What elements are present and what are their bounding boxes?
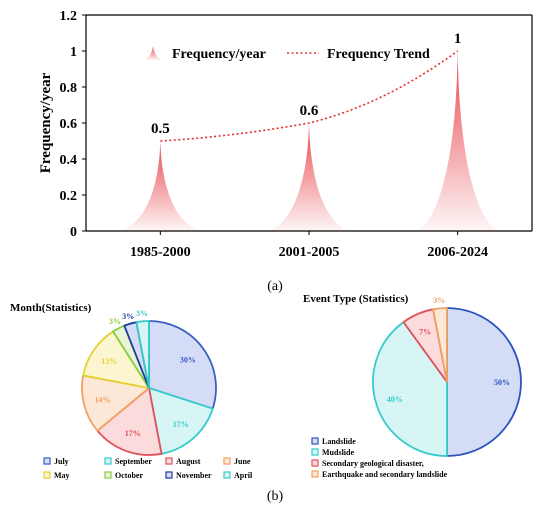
legend-label: September [115, 457, 152, 466]
pie-slice-label: 17% [125, 429, 141, 438]
legend-swatch [104, 457, 112, 465]
frequency-peak [268, 123, 350, 231]
data-label: 0.5 [151, 121, 170, 137]
month-legend: July September August June May October Novembe… [43, 457, 253, 480]
y-tick-label: 0.2 [60, 189, 78, 204]
pie-slice-label: 40% [387, 395, 403, 404]
pie-slice-label: 14% [95, 396, 111, 405]
legend-swatch [43, 457, 51, 465]
legend-label: Earthquake and secondary landslide [322, 470, 448, 479]
month-pie: 30%17%17%14%13%3%3% 3% [81, 309, 217, 456]
pie-slice [432, 307, 448, 383]
y-tick-label: 1 [70, 45, 77, 60]
pie-slice [148, 387, 214, 455]
y-tick-label: 1.2 [60, 9, 78, 24]
legend-peak-icon [145, 46, 161, 60]
pie-slice-label: 3% [109, 317, 121, 326]
pie-charts: Month(Statistics) 30%17%17%14%13%3%3% 3% … [10, 293, 522, 504]
event-legend: Landslide Mudslide Secondary geological di… [311, 437, 448, 479]
pie-slice [148, 320, 217, 410]
data-label: 1 [454, 31, 462, 47]
x-tick-label: 2001-2005 [279, 245, 340, 260]
pie-slice-label: 3% [136, 309, 148, 318]
frequency-trend-line [160, 50, 459, 142]
legend-label: May [54, 471, 70, 480]
pie-slice [82, 330, 150, 389]
month-pie-title: Month(Statistics) [10, 302, 92, 314]
pie-slice-label: 3% [122, 312, 134, 321]
pie-slice-label: 17% [173, 420, 189, 429]
legend-label: November [176, 471, 212, 480]
x-tick-label: 2006-2024 [427, 245, 488, 260]
pie-slice [96, 387, 163, 456]
y-tick-label: 0.6 [60, 117, 78, 132]
pie-slice [372, 321, 448, 457]
legend-label-frequency: Frequency/year [172, 47, 266, 62]
data-label: 0.6 [300, 103, 319, 119]
y-tick-label: 0.4 [60, 153, 78, 168]
legend-swatch [223, 457, 231, 465]
frequency-peak [120, 141, 201, 231]
legend-label: Mudslide [322, 448, 354, 457]
pie-slice [135, 320, 150, 389]
frequency-chart: 0 0.2 0.4 0.6 0.8 1 1.2 1985-2000 2001-2005 2006-… [38, 9, 533, 294]
legend-label: Landslide [322, 437, 356, 446]
legend-label: June [234, 457, 251, 466]
pie-slice [446, 307, 522, 457]
y-tick-label: 0 [70, 225, 77, 240]
frequency-peak [417, 51, 498, 231]
legend-label: April [234, 471, 253, 480]
pie-slice-label: 13% [101, 357, 117, 366]
y-tick-label: 0.8 [60, 81, 78, 96]
x-tick-label: 1985-2000 [130, 245, 191, 260]
legend-label: July [54, 457, 69, 466]
pie-slice-label: 30% [180, 356, 196, 365]
pie-slice-label: 7% [419, 327, 431, 336]
legend-swatch [311, 437, 319, 445]
legend-swatch [104, 471, 112, 479]
panel-label-b: (b) [267, 489, 284, 504]
legend-swatch [311, 448, 319, 456]
event-pie-title: Event Type (Statistics) [303, 293, 409, 305]
legend-swatch [311, 470, 319, 478]
legend: Frequency/year Frequency Trend [145, 46, 430, 62]
legend-swatch [43, 471, 51, 479]
pie-slice-label: 50% [494, 378, 510, 387]
legend-label-trend: Frequency Trend [327, 47, 430, 62]
legend-swatch [165, 471, 173, 479]
y-axis-label: Frequency/year [38, 72, 54, 173]
legend-label: Secondary geological disaster, [322, 459, 424, 468]
legend-swatch [165, 457, 173, 465]
legend-swatch [223, 471, 231, 479]
pie-slice [81, 374, 150, 432]
event-pie: 50% 40% 7% 3% [372, 296, 522, 457]
legend-label: October [115, 471, 143, 480]
legend-swatch [311, 459, 319, 467]
legend-label: August [176, 457, 201, 466]
panel-label-a: (a) [267, 279, 283, 294]
pie-slice-label: 3% [433, 296, 445, 305]
